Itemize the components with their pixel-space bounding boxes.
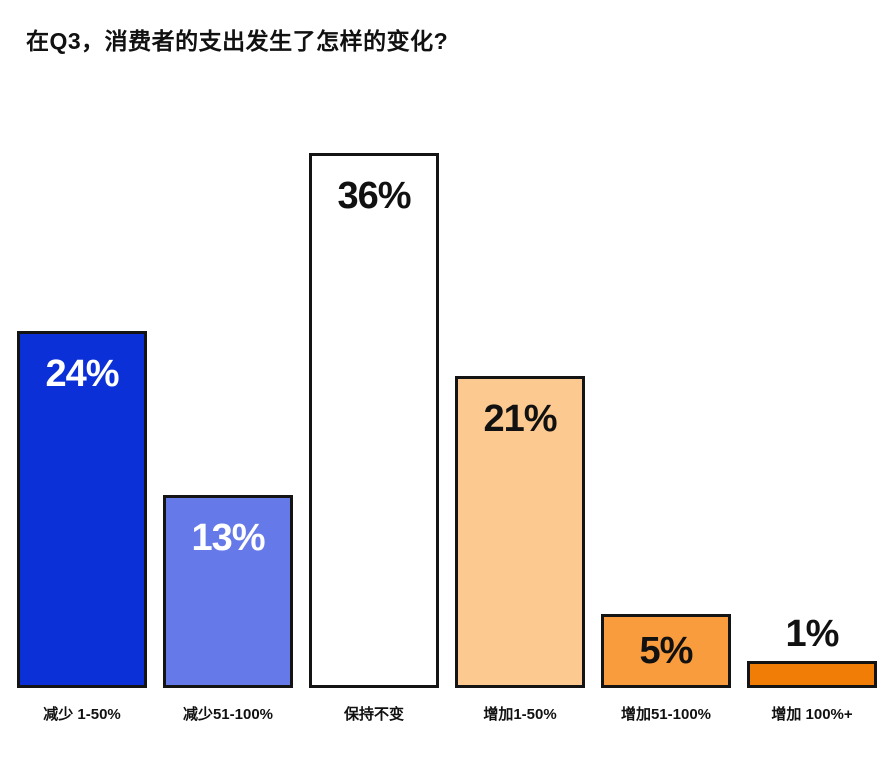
category-label: 增加1-50%: [483, 706, 557, 723]
bar-column: 13%: [163, 153, 293, 688]
x-axis-labels: 减少 1-50% 减少51-100% 保持不变 增加1-50% 增加51-100% 增加 …: [17, 703, 877, 724]
value-label: 36%: [337, 175, 411, 217]
category-label: 增加51-100%: [620, 706, 712, 723]
bar: 5%: [601, 614, 731, 688]
category-label: 减少51-100%: [182, 706, 274, 723]
bar-column: 36%: [309, 153, 439, 688]
bar: 36%: [309, 153, 439, 688]
bar: [747, 661, 877, 688]
value-label: 5%: [639, 630, 694, 672]
value-label: 13%: [191, 517, 265, 559]
bar-column: 1%: [747, 153, 877, 688]
category-label: 增加 100%+: [771, 706, 853, 723]
bar-column: 24%: [17, 153, 147, 688]
plot-area: 24% 13% 36% 21% 5% 1%: [17, 153, 877, 688]
value-label: 21%: [483, 398, 557, 440]
bar: 21%: [455, 376, 585, 688]
category-label: 保持不变: [343, 706, 404, 723]
bar-column: 5%: [601, 153, 731, 688]
bar: 13%: [163, 495, 293, 688]
bar: 24%: [17, 331, 147, 688]
category-label: 减少 1-50%: [43, 706, 121, 723]
value-label: 24%: [45, 353, 119, 395]
bar-chart: 24% 13% 36% 21% 5% 1% 减少 1-50% 减少51-100% 保持不变 增加…: [17, 153, 877, 724]
bar-column: 21%: [455, 153, 585, 688]
chart-title: 在Q3，消费者的支出发生了怎样的变化?: [26, 28, 449, 54]
value-label: 1%: [785, 613, 840, 655]
